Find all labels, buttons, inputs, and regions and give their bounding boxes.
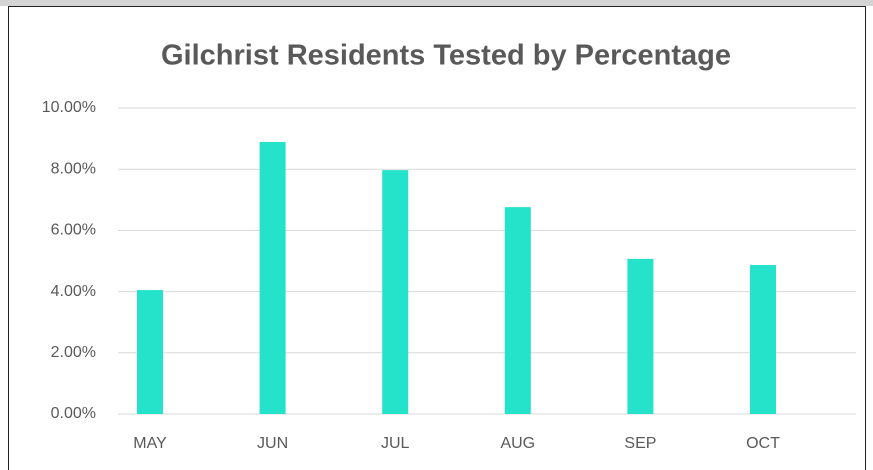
bar [137,290,163,414]
y-tick-label: 8.00% [51,160,96,177]
top-strip [0,0,873,6]
bar [259,141,286,414]
y-tick-label: 2.00% [51,344,96,361]
y-tick-label: 0.00% [51,405,96,422]
chart-title: Gilchrist Residents Tested by Percentage [161,40,731,72]
bar [382,170,409,414]
y-tick-label: 10.00% [42,99,96,116]
x-tick-label: AUG [500,435,535,452]
y-tick-label: 6.00% [51,222,96,239]
x-tick-label: JUN [257,435,288,452]
bar [504,207,531,414]
x-tick-label: OCT [746,435,780,452]
x-tick-label: MAY [133,435,167,452]
bar [750,264,776,414]
bar [627,258,654,414]
x-tick-label: JUL [381,435,410,452]
x-tick-label: SEP [624,435,656,452]
y-tick-label: 4.00% [51,283,96,300]
